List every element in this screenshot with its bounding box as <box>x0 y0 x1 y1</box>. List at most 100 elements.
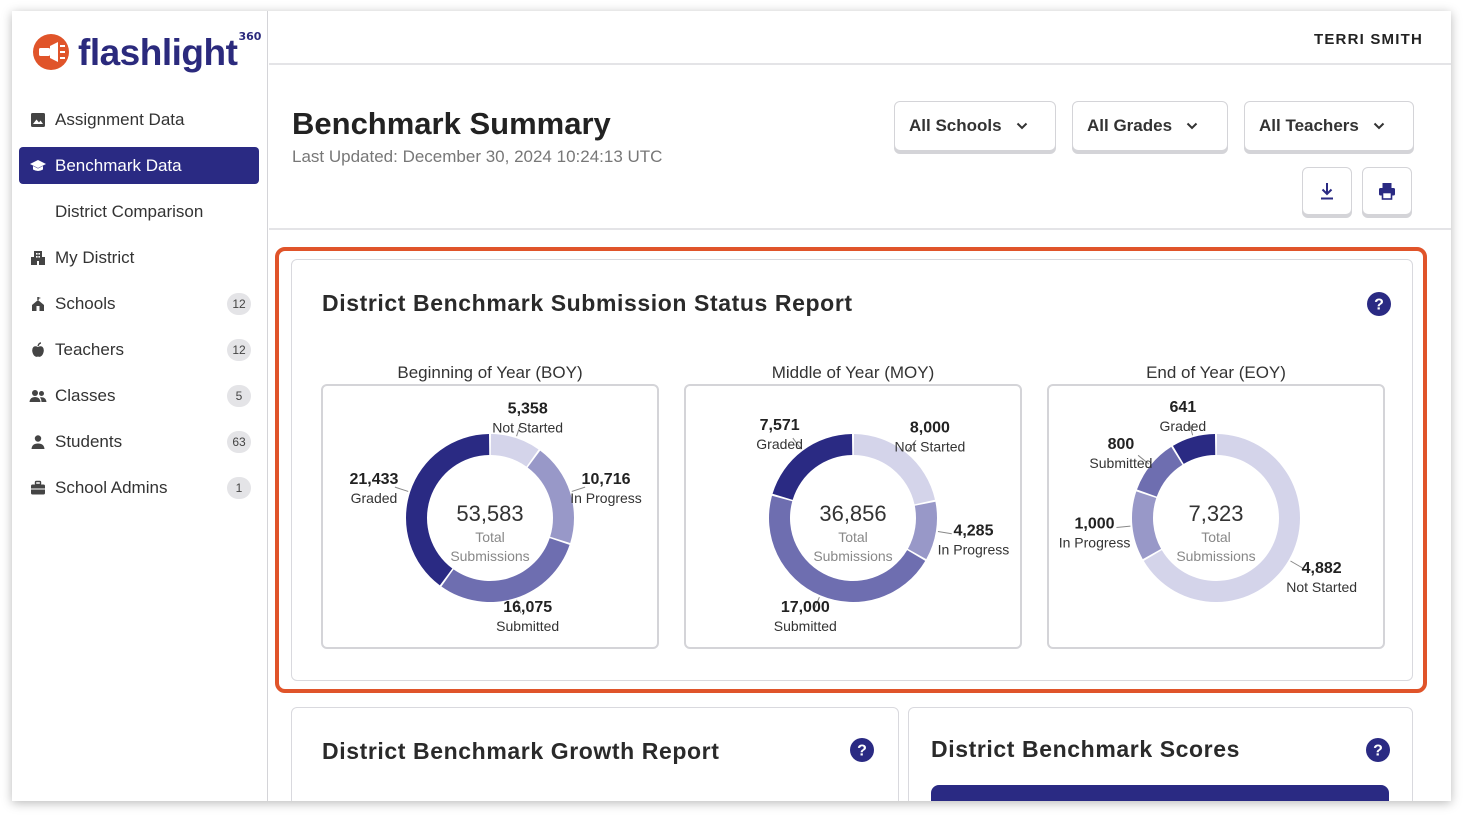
count-badge: 12 <box>227 293 251 315</box>
segment-name-label: Submitted <box>774 618 837 634</box>
count-badge: 1 <box>227 477 251 499</box>
sidebar-item-district-comparison[interactable]: District Comparison <box>19 193 259 230</box>
help-icon[interactable]: ? <box>1366 738 1390 762</box>
sidebar-item-classes[interactable]: Classes 5 <box>19 377 259 414</box>
segment-value-label: 641 <box>1170 399 1197 416</box>
donut-segment-in-progress[interactable] <box>907 501 937 560</box>
sidebar-nav: Assignment Data Benchmark Data District … <box>19 101 259 515</box>
donut-total-value: 53,583 <box>456 501 523 526</box>
logo[interactable]: flashlight 360 <box>32 30 261 73</box>
sidebar: flashlight 360 Assignment Data Benchmark… <box>12 11 268 801</box>
sidebar-item-label: District Comparison <box>55 201 204 221</box>
segment-value-label: 7,571 <box>760 417 800 434</box>
segment-value-label: 5,358 <box>508 400 548 417</box>
flashlight-logo-icon <box>33 34 69 70</box>
segment-value-label: 16,075 <box>503 599 552 616</box>
donut-segment-graded[interactable] <box>406 434 490 586</box>
boy-donut-chart: 5,358 Not Started 10,716 In Progress 16,075 S… <box>350 400 642 634</box>
building-icon <box>29 249 47 267</box>
dropdown-value: All Grades <box>1087 116 1173 135</box>
scores-header-bar <box>931 785 1389 801</box>
donut-segment-not-started[interactable] <box>853 434 935 505</box>
leader-line <box>1137 454 1150 465</box>
print-button[interactable] <box>1362 167 1412 215</box>
segment-value-label: 10,716 <box>582 471 631 488</box>
donut-segment-not-started[interactable] <box>490 434 539 467</box>
donut-segment-in-progress[interactable] <box>1132 491 1162 560</box>
sidebar-item-label: Schools <box>55 293 116 313</box>
donut-total-label: Submissions <box>1176 548 1255 564</box>
donut-segment-graded[interactable] <box>772 434 853 500</box>
help-icon[interactable]: ? <box>1367 292 1391 316</box>
chevron-down-icon <box>1186 122 1198 130</box>
sidebar-item-label: Students <box>55 431 123 451</box>
segment-name-label: Submitted <box>1089 455 1152 471</box>
segment-value-label: 21,433 <box>350 471 399 488</box>
app-window: flashlight 360 Assignment Data Benchmark… <box>12 11 1451 801</box>
leader-line <box>571 486 586 492</box>
sidebar-item-benchmark-data[interactable]: Benchmark Data <box>19 147 259 184</box>
teacher-filter-dropdown[interactable]: All Teachers <box>1244 101 1414 151</box>
eoy-donut-chart: 4,882 Not Started 1,000 In Progress 800 Submi… <box>1059 399 1357 602</box>
download-button[interactable] <box>1302 167 1352 215</box>
segment-name-label: Graded <box>351 490 398 506</box>
highlight-frame <box>275 247 1427 693</box>
print-icon <box>1379 183 1395 200</box>
card-title: District Benchmark Scores <box>931 736 1241 762</box>
school-filter-dropdown[interactable]: All Schools <box>894 101 1056 151</box>
donut-segment-submitted[interactable] <box>769 495 926 603</box>
segment-name-label: Submitted <box>496 618 559 634</box>
leader-line <box>813 596 820 611</box>
chevron-down-icon <box>1016 122 1028 130</box>
download-icon <box>1321 183 1333 200</box>
top-bar: TERRI SMITH <box>269 11 1451 65</box>
leader-line <box>1290 560 1303 569</box>
count-badge: 5 <box>227 385 251 407</box>
school-icon <box>29 295 47 313</box>
svg-text:?: ? <box>1374 297 1384 314</box>
segment-value-label: 4,285 <box>953 522 993 539</box>
card-title: District Benchmark Growth Report <box>322 738 720 764</box>
page-title: Benchmark Summary <box>292 106 611 141</box>
segment-name-label: In Progress <box>570 490 642 506</box>
donut-segment-in-progress[interactable] <box>527 450 574 543</box>
segment-name-label: In Progress <box>1059 534 1131 550</box>
sidebar-item-my-district[interactable]: My District <box>19 239 259 276</box>
donut-segment-graded[interactable] <box>1172 434 1216 464</box>
sidebar-item-assignment-data[interactable]: Assignment Data <box>19 101 259 138</box>
sidebar-item-school-admins[interactable]: School Admins 1 <box>19 469 259 506</box>
segment-name-label: Not Started <box>492 419 563 435</box>
graduation-cap-icon <box>29 157 47 175</box>
segment-name-label: Not Started <box>1286 579 1357 595</box>
boy-donut-panel: 5,358 Not Started 10,716 In Progress 16,075 S… <box>321 384 659 649</box>
sidebar-item-schools[interactable]: Schools 12 <box>19 285 259 322</box>
leader-line <box>516 422 522 437</box>
leader-line <box>937 531 952 535</box>
segment-name-label: Graded <box>756 436 803 452</box>
count-badge: 63 <box>227 431 251 453</box>
leader-line <box>792 437 802 450</box>
leader-line <box>1116 525 1131 528</box>
sidebar-item-students[interactable]: Students 63 <box>19 423 259 460</box>
sidebar-item-teachers[interactable]: Teachers 12 <box>19 331 259 368</box>
user-menu[interactable]: TERRI SMITH <box>1313 31 1423 48</box>
donut-segment-submitted[interactable] <box>1136 446 1183 497</box>
dropdown-value: All Teachers <box>1259 116 1359 135</box>
moy-donut-chart: 8,000 Not Started 4,285 In Progress 17,000 Su… <box>756 417 1010 634</box>
segment-name-label: Graded <box>1160 418 1207 434</box>
help-icon[interactable]: ? <box>850 738 874 762</box>
logo-wordmark: flashlight <box>78 31 238 73</box>
segment-name-label: In Progress <box>938 541 1010 557</box>
group-icon <box>29 387 47 405</box>
leader-line <box>906 440 917 452</box>
count-badge: 12 <box>227 339 251 361</box>
grade-filter-dropdown[interactable]: All Grades <box>1072 101 1228 151</box>
leader-line <box>516 599 522 614</box>
donut-total-value: 36,856 <box>819 501 886 526</box>
sidebar-item-label: Classes <box>55 385 116 405</box>
submission-status-card: District Benchmark Submission Status Rep… <box>291 259 1413 681</box>
sidebar-item-label: My District <box>55 247 135 267</box>
eoy-label: End of Year (EOY) <box>1146 363 1286 382</box>
briefcase-icon <box>29 479 47 497</box>
donut-segment-submitted[interactable] <box>441 538 570 602</box>
